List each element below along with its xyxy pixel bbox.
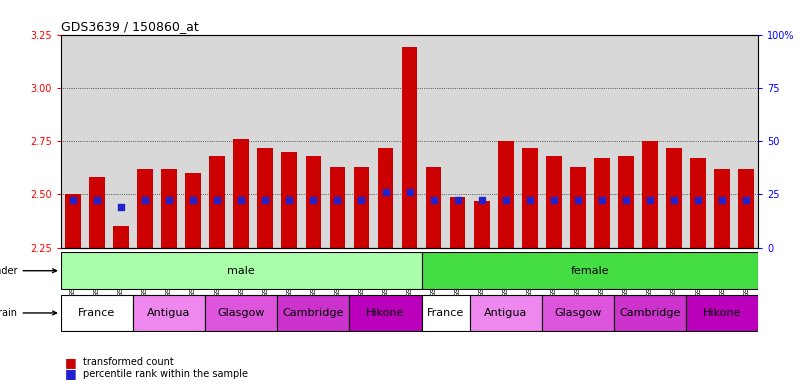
Bar	[714, 169, 730, 248]
Point	[620, 197, 633, 203]
Bar	[570, 167, 586, 248]
Point	[692, 197, 705, 203]
Bar	[281, 152, 297, 248]
Bar	[474, 201, 490, 248]
Bar	[350, 295, 422, 331]
Text: transformed count: transformed count	[83, 357, 174, 367]
Point	[379, 189, 392, 195]
Text: strain: strain	[0, 308, 57, 318]
Bar	[739, 169, 754, 248]
Point	[307, 197, 320, 203]
Bar	[137, 169, 152, 248]
Text: GDS3639 / 150860_at: GDS3639 / 150860_at	[61, 20, 199, 33]
Point	[475, 197, 488, 203]
Point	[427, 197, 440, 203]
Bar	[401, 47, 418, 248]
Point	[644, 197, 657, 203]
Point	[234, 197, 247, 203]
Point	[187, 197, 200, 203]
Bar	[205, 295, 277, 331]
Text: female: female	[571, 266, 609, 276]
Bar	[642, 141, 658, 248]
Text: France: France	[79, 308, 115, 318]
Point	[114, 204, 127, 210]
Point	[90, 197, 103, 203]
Point	[259, 197, 272, 203]
Text: Cambridge: Cambridge	[283, 308, 344, 318]
Text: ■: ■	[65, 356, 76, 369]
Text: ■: ■	[65, 367, 76, 380]
Bar	[470, 295, 542, 331]
Point	[403, 189, 416, 195]
Point	[211, 197, 224, 203]
Point	[595, 197, 608, 203]
Point	[716, 197, 729, 203]
Point	[139, 197, 152, 203]
Bar	[422, 295, 470, 331]
Bar	[690, 158, 706, 248]
Bar	[498, 141, 513, 248]
Point	[572, 197, 585, 203]
Bar	[161, 169, 177, 248]
Bar	[89, 177, 105, 248]
Bar	[61, 295, 133, 331]
Text: Glasgow: Glasgow	[217, 308, 265, 318]
Text: Glasgow: Glasgow	[554, 308, 602, 318]
Text: percentile rank within the sample: percentile rank within the sample	[83, 369, 247, 379]
Bar	[426, 167, 441, 248]
Text: Antigua: Antigua	[484, 308, 527, 318]
Bar	[546, 156, 562, 248]
Point	[331, 197, 344, 203]
Point	[547, 197, 560, 203]
Bar	[185, 173, 201, 248]
Bar	[209, 156, 225, 248]
Point	[740, 197, 753, 203]
Bar	[354, 167, 369, 248]
Text: Cambridge: Cambridge	[620, 308, 680, 318]
Text: France: France	[427, 308, 464, 318]
Bar	[65, 194, 80, 248]
Bar	[306, 156, 321, 248]
Bar	[614, 295, 686, 331]
Text: Hikone: Hikone	[703, 308, 741, 318]
Bar	[329, 167, 345, 248]
Point	[500, 197, 513, 203]
Text: gender: gender	[0, 266, 57, 276]
Point	[355, 197, 368, 203]
Bar	[234, 139, 249, 248]
Point	[451, 197, 464, 203]
Bar	[686, 295, 758, 331]
Point	[523, 197, 536, 203]
Bar	[61, 252, 422, 289]
Bar	[422, 252, 758, 289]
Point	[162, 197, 175, 203]
Point	[67, 197, 79, 203]
Bar	[522, 147, 538, 248]
Bar	[667, 147, 682, 248]
Bar	[542, 295, 614, 331]
Bar	[450, 197, 466, 248]
Bar	[257, 147, 273, 248]
Point	[283, 197, 296, 203]
Text: Hikone: Hikone	[367, 308, 405, 318]
Bar	[378, 147, 393, 248]
Point	[667, 197, 680, 203]
Bar	[133, 295, 205, 331]
Bar	[594, 158, 610, 248]
Text: Antigua: Antigua	[148, 308, 191, 318]
Text: male: male	[227, 266, 255, 276]
Bar	[618, 156, 634, 248]
Bar	[114, 227, 129, 248]
Bar	[277, 295, 350, 331]
